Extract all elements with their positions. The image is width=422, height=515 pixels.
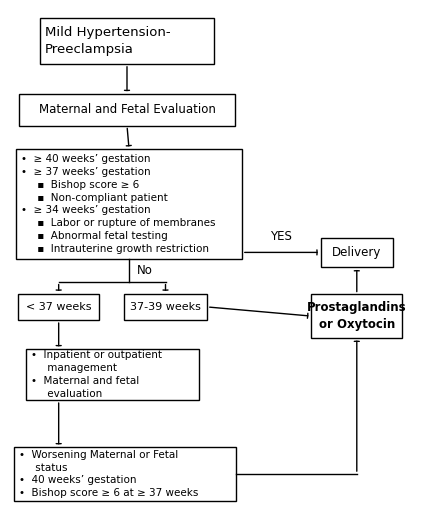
Text: •  Inpatient or outpatient
     management
•  Maternal and fetal
     evaluation: • Inpatient or outpatient management • M… (30, 351, 162, 399)
FancyBboxPatch shape (40, 18, 214, 64)
Text: No: No (137, 264, 153, 277)
Text: < 37 weeks: < 37 weeks (26, 302, 92, 312)
Text: 37-39 weeks: 37-39 weeks (130, 302, 201, 312)
FancyBboxPatch shape (16, 149, 242, 259)
Text: Delivery: Delivery (332, 246, 381, 259)
FancyBboxPatch shape (18, 294, 99, 320)
Text: Mild Hypertension-
Preeclampsia: Mild Hypertension- Preeclampsia (45, 26, 170, 56)
FancyBboxPatch shape (14, 447, 235, 501)
Text: Maternal and Fetal Evaluation: Maternal and Fetal Evaluation (38, 104, 216, 116)
Text: YES: YES (271, 230, 292, 243)
Text: •  ≥ 40 weeks’ gestation
•  ≥ 37 weeks’ gestation
     ▪  Bishop score ≥ 6
     : • ≥ 40 weeks’ gestation • ≥ 37 weeks’ ge… (21, 154, 216, 254)
FancyBboxPatch shape (321, 237, 393, 267)
Text: •  Worsening Maternal or Fetal
     status
•  40 weeks’ gestation
•  Bishop scor: • Worsening Maternal or Fetal status • 4… (19, 450, 198, 498)
FancyBboxPatch shape (19, 94, 235, 126)
FancyBboxPatch shape (124, 294, 207, 320)
FancyBboxPatch shape (311, 295, 402, 338)
FancyBboxPatch shape (26, 349, 200, 400)
Text: Prostaglandins
or Oxytocin: Prostaglandins or Oxytocin (307, 301, 407, 331)
